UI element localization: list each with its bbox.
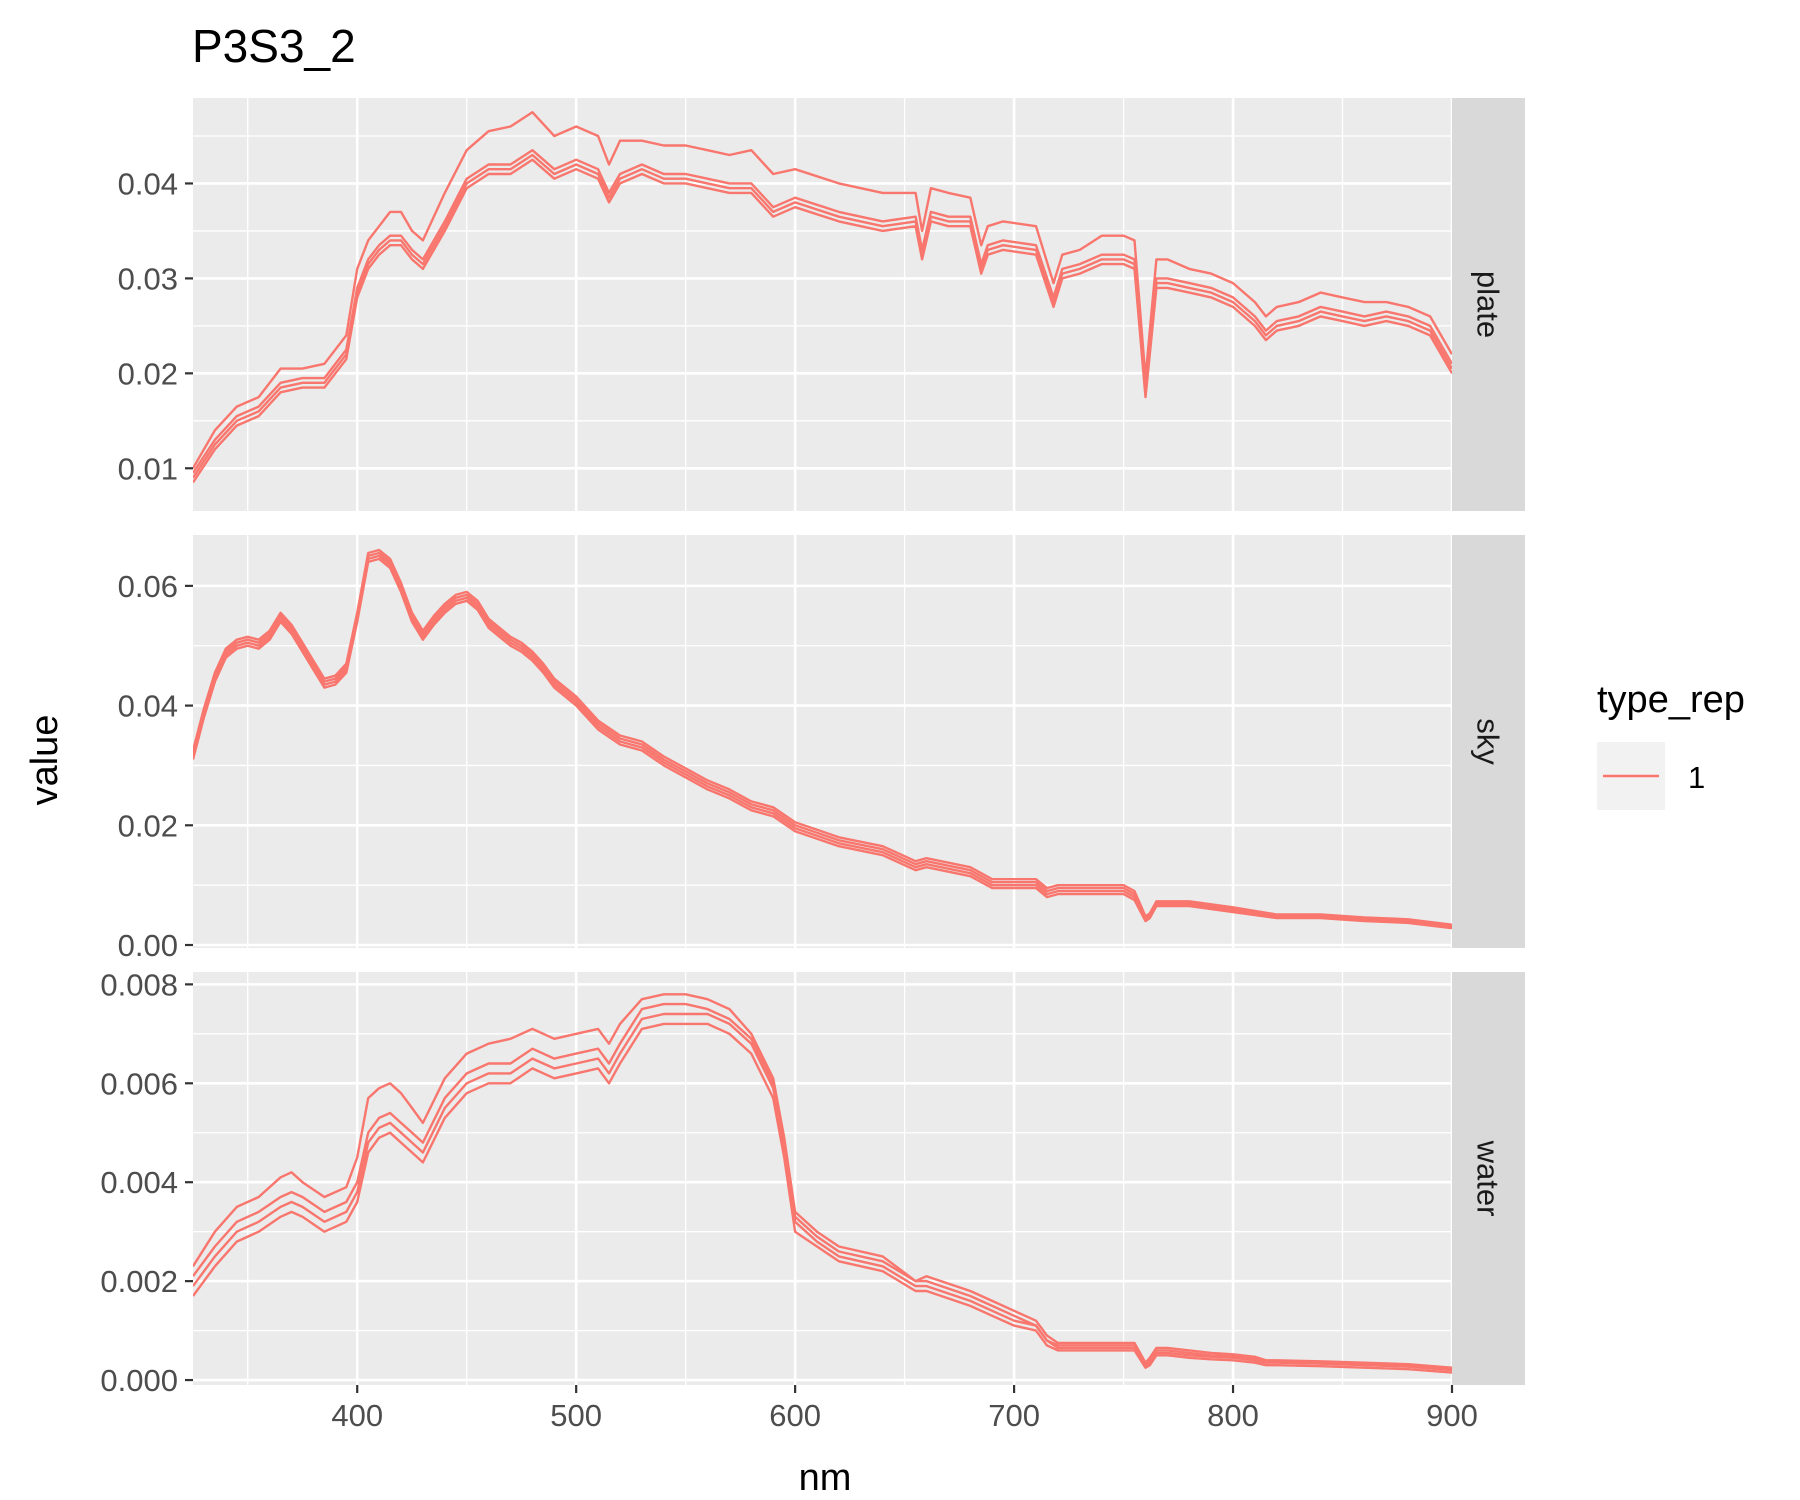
series-line <box>193 111 1452 469</box>
legend-title: type_rep <box>1597 679 1745 721</box>
facet-strip-label: sky <box>1471 718 1506 765</box>
x-axis-title: nm <box>799 1457 852 1499</box>
y-tick-label: 0.03 <box>118 261 178 296</box>
series-line <box>193 1012 1452 1372</box>
facet-strip <box>1452 535 1525 948</box>
panel-background <box>193 535 1452 948</box>
facet-panel-plate: 0.01 0.02 0.03 0.04 plate <box>118 98 1525 511</box>
y-tick-label: 0.04 <box>118 689 178 724</box>
facet-strip <box>1452 98 1525 511</box>
series-line <box>193 149 1452 474</box>
series-group <box>193 548 1452 930</box>
facet-panel-sky: 0.00 0.02 0.04 0.06 sky <box>118 535 1525 963</box>
y-tick-label: 0.01 <box>118 451 178 486</box>
x-tick-label: 700 <box>988 1398 1040 1433</box>
y-tick-label: 0.008 <box>100 967 178 1002</box>
facet-strip <box>1452 972 1525 1385</box>
series-line <box>193 551 1452 928</box>
series-line <box>193 153 1452 479</box>
y-tick-label: 0.02 <box>118 808 178 843</box>
series-line <box>193 158 1452 484</box>
x-tick-label: 500 <box>550 1398 602 1433</box>
series-group <box>193 111 1452 484</box>
legend: type_rep 1 <box>1597 679 1745 810</box>
y-tick-label: 0.00 <box>118 928 178 963</box>
x-tick-label: 800 <box>1207 1398 1259 1433</box>
y-tick-label: 0.06 <box>118 569 178 604</box>
y-tick-label: 0.000 <box>100 1363 178 1398</box>
facet-panel-water: 0.000 0.002 0.004 0.006 0.008 water <box>100 967 1525 1398</box>
y-tick-label: 0.04 <box>118 166 178 201</box>
y-axis-title: value <box>24 715 66 806</box>
series-line <box>193 548 1452 926</box>
facet-panels: 0.01 0.02 0.03 0.04 plate 0.00 0.02 0.04 0.06 sky… <box>100 98 1525 1398</box>
series-group <box>193 993 1452 1374</box>
y-tick-label: 0.002 <box>100 1264 178 1299</box>
facet-strip-label: water <box>1471 1140 1506 1217</box>
x-tick-label: 900 <box>1426 1398 1478 1433</box>
series-line <box>193 1002 1452 1371</box>
facet-strip-label: plate <box>1471 271 1506 338</box>
x-axis: 400 500 600 700 800 900 <box>331 1385 1478 1433</box>
panel-background <box>193 98 1452 511</box>
x-tick-label: 400 <box>331 1398 383 1433</box>
y-tick-label: 0.006 <box>100 1066 178 1101</box>
x-tick-label: 600 <box>769 1398 821 1433</box>
legend-label: 1 <box>1688 760 1705 795</box>
series-line <box>193 1022 1452 1374</box>
panel-background <box>193 972 1452 1385</box>
chart-title: P3S3_2 <box>192 20 356 72</box>
series-line <box>193 993 1452 1369</box>
y-tick-label: 0.02 <box>118 356 178 391</box>
series-line <box>193 557 1452 930</box>
y-tick-label: 0.004 <box>100 1165 178 1200</box>
